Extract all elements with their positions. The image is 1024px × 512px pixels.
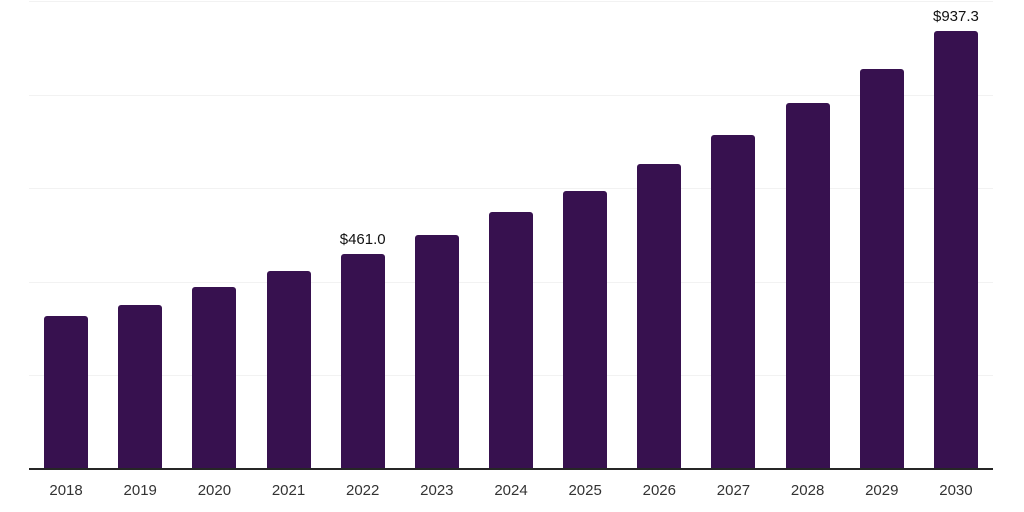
gridline	[29, 1, 993, 2]
x-tick-2024: 2024	[494, 482, 528, 499]
bar-2026	[637, 164, 682, 470]
bar-2025	[563, 190, 608, 470]
x-tick-2019: 2019	[123, 482, 157, 499]
x-tick-2018: 2018	[49, 482, 83, 499]
x-tick-2021: 2021	[271, 482, 306, 499]
gridline	[29, 94, 993, 96]
x-tick-2020: 2020	[197, 482, 232, 499]
data-label-2030: $937.3	[932, 8, 979, 26]
data-label-2022: $461.0	[339, 231, 386, 249]
x-tick-2025: 2025	[568, 482, 602, 499]
x-tick-2029: 2029	[865, 482, 899, 499]
bar-2023	[414, 235, 459, 470]
bar-2018	[44, 316, 89, 470]
x-tick-2026: 2026	[642, 482, 676, 499]
bar-2020	[192, 287, 237, 470]
bar-2022	[340, 254, 385, 470]
plot-area: $461.0 $937.3	[29, 0, 993, 470]
x-axis-line	[29, 468, 993, 470]
bar-2030	[933, 31, 978, 470]
x-tick-2023: 2023	[420, 482, 454, 499]
bar-2027	[711, 135, 756, 470]
x-tick-2028: 2028	[790, 482, 825, 499]
bar-2029	[859, 68, 904, 470]
bar-2019	[118, 304, 163, 470]
x-tick-2027: 2027	[716, 482, 751, 499]
bar-2028	[785, 102, 830, 470]
gridline	[29, 188, 993, 190]
x-axis: 2018 2019 2020 2021 2022 2023 2024 2025 2026 2027…	[29, 482, 993, 508]
bar-2021	[266, 271, 311, 470]
bar-2024	[489, 212, 533, 470]
x-tick-2030: 2030	[939, 482, 973, 499]
x-tick-2022: 2022	[346, 482, 380, 499]
